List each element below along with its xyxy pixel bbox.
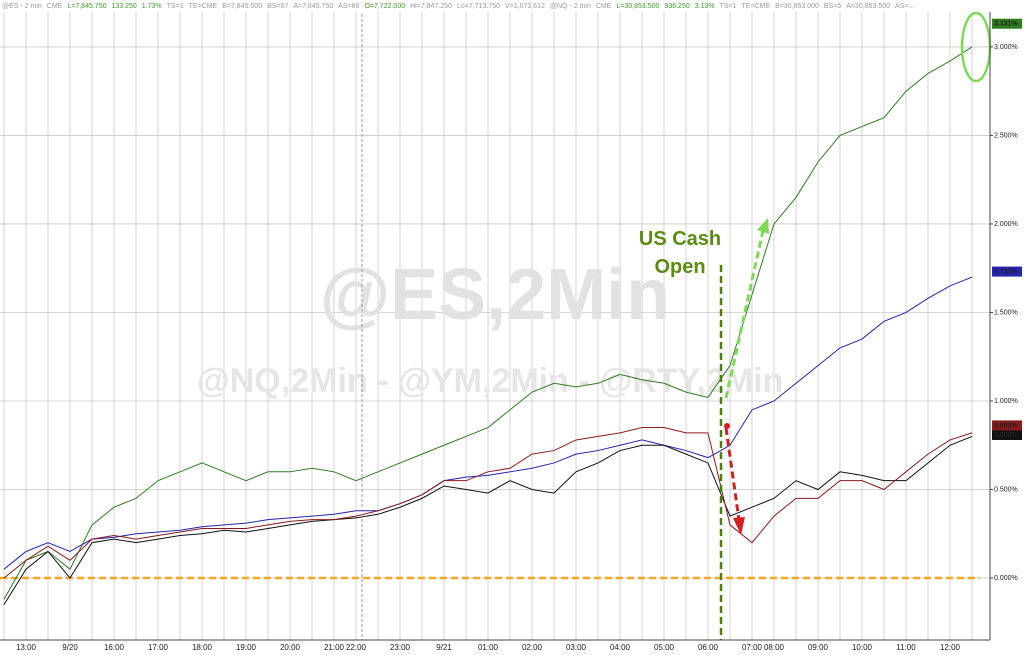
last-value-box xyxy=(992,266,1022,277)
x-tick-label: 18:00 xyxy=(192,643,213,652)
series-line xyxy=(3,276,973,570)
header-item: Hi=7,847.250 xyxy=(410,3,452,10)
header-item: TE=CME xyxy=(742,3,771,10)
header-item: A=30,853.500 xyxy=(846,3,890,10)
header-item: B=30,853.000 xyxy=(775,3,819,10)
last-value-label: 0.862% xyxy=(994,422,1019,429)
header-item: @ES - 2 min xyxy=(2,3,42,10)
header-item: L=30,853.500 xyxy=(616,3,659,10)
x-tick-label: 22:00 xyxy=(346,643,367,652)
annotation: US Cash Open xyxy=(639,228,721,278)
header-item: 936.250 xyxy=(664,3,689,10)
y-tick-label: 1.500% xyxy=(994,309,1018,316)
x-tick-label: 05:00 xyxy=(654,643,675,652)
last-value-label: 1.731% xyxy=(994,268,1019,275)
header-item: AS=86 xyxy=(338,3,359,10)
x-tick-label: 20:00 xyxy=(280,643,301,652)
x-tick-label: 9/21 xyxy=(436,643,452,652)
plot xyxy=(0,46,980,605)
last-value-box xyxy=(992,420,1022,431)
down-arrowhead xyxy=(733,517,745,535)
x-tick-label: 06:00 xyxy=(698,643,719,652)
last-value-box xyxy=(992,429,1022,440)
x-tick-label: 02:00 xyxy=(522,643,543,652)
header-item: A=7,845.750 xyxy=(293,3,333,10)
x-tick-label: 19:00 xyxy=(236,643,257,652)
x-tick-label: 23:00 xyxy=(390,643,411,652)
header-item: 1.73% xyxy=(142,3,162,10)
y-tick-label: 1.000% xyxy=(994,398,1018,405)
header-item: V=1,073,612 xyxy=(505,3,545,10)
header-item: Lo=7,713.750 xyxy=(457,3,500,10)
series-line xyxy=(3,427,973,579)
down-arrow xyxy=(724,427,741,521)
header-bar xyxy=(0,0,1024,12)
x-tick-label: 21:00 xyxy=(324,643,345,652)
x-tick-label: 9/20 xyxy=(62,643,78,652)
header: @ES - 2 min CME L=7,845.750 133.250 1.73% TS=… xyxy=(2,3,914,10)
header-item: 3.13% xyxy=(695,3,715,10)
up-arrowhead xyxy=(757,218,769,234)
header-item: TS=1 xyxy=(720,3,737,10)
x-tick-label: 04:00 xyxy=(610,643,631,652)
header-item: L=7,845.750 xyxy=(67,3,106,10)
x-tick-label: 16:00 xyxy=(104,643,125,652)
x-tick-label: 07:00 xyxy=(742,643,763,652)
x-tick-label: 13:00 xyxy=(16,643,37,652)
header-item: BS=5 xyxy=(824,3,841,10)
x-tick-label: 09:00 xyxy=(808,643,829,652)
grid xyxy=(0,12,990,640)
y-tick-label: 2.500% xyxy=(994,132,1018,139)
header-item: 133.250 xyxy=(111,3,136,10)
header-item: B=7,845.500 xyxy=(222,3,262,10)
watermark-sub: @NQ,2Min - @YM,2Min - @RTY,2Min xyxy=(197,362,784,400)
down-arrow-start xyxy=(724,423,730,429)
series-line xyxy=(3,435,973,605)
header-item: O=7,722.000 xyxy=(364,3,405,10)
header-item: BS=67 xyxy=(267,3,288,10)
x-tick-label: 10:00 xyxy=(852,643,873,652)
header-item: AS=... xyxy=(895,3,914,10)
y-tick-label: 2.000% xyxy=(994,221,1018,228)
x-tick-label: 01:00 xyxy=(478,643,499,652)
axes: 13:00 9/20 16:00 17:00 18:00 19:00 20:00 21:00 2… xyxy=(0,12,1022,652)
header-item: CME xyxy=(47,3,63,10)
y-tick-label: 0.500% xyxy=(994,486,1018,493)
series-line xyxy=(3,46,973,600)
y-tick-label: 3.000% xyxy=(994,44,1018,51)
last-value-label: 3.131% xyxy=(994,21,1019,28)
y-tick-label: 0.000% xyxy=(994,575,1018,582)
annotation-line: Open xyxy=(654,256,705,278)
last-value-box xyxy=(992,18,1022,29)
x-tick-label: 12:00 xyxy=(940,643,961,652)
header-item: TS=1 xyxy=(167,3,184,10)
header-item: TE=CME xyxy=(189,3,218,10)
annotation-line: US Cash xyxy=(639,228,721,250)
x-tick-label: 17:00 xyxy=(148,643,169,652)
x-tick-label: 11:00 xyxy=(896,643,916,652)
watermark: @ES,2Min xyxy=(320,255,670,335)
x-tick-label: 03:00 xyxy=(566,643,587,652)
header-item: CME xyxy=(596,3,612,10)
x-tick-label: 08:00 xyxy=(764,643,785,652)
last-value-label: 0.808% xyxy=(994,432,1019,439)
header-item: @NQ - 2 min xyxy=(550,3,591,10)
up-arrow xyxy=(724,225,766,399)
